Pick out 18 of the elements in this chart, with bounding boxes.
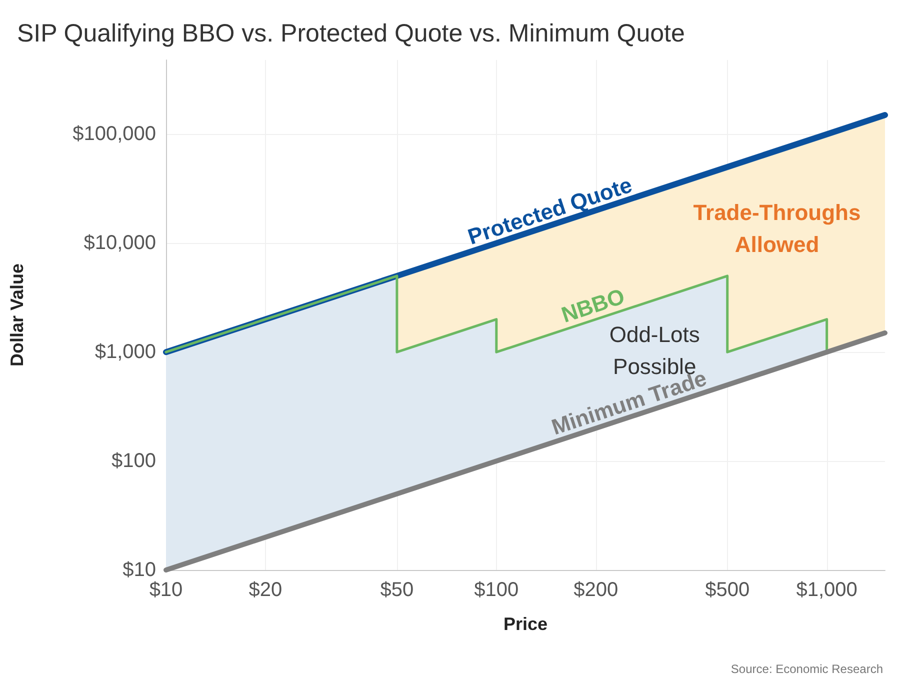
x-axis-title: Price [503, 614, 548, 634]
y-tick-label: $100 [112, 450, 156, 472]
y-tick-label: $10 [122, 559, 156, 581]
y-axis-title: Dollar Value [7, 263, 27, 367]
annotation: Trade-Throughs Allowed [693, 200, 861, 257]
x-tick-label: $20 [248, 579, 282, 601]
chart-title: SIP Qualifying BBO vs. Protected Quote vs. Minimum Quote [17, 20, 685, 48]
y-tick-label: $1,000 [94, 341, 156, 364]
x-tick-label: $1,000 [796, 579, 858, 601]
x-tick-label: $10 [149, 579, 183, 601]
text: NBBO [558, 284, 628, 328]
y-tick-label: $10,000 [84, 232, 156, 254]
x-tick-label: $200 [574, 579, 618, 601]
source-note: Source: Economic Research [730, 662, 884, 676]
y-tick-label: $100,000 [72, 123, 156, 146]
x-tick-label: $50 [380, 579, 414, 601]
x-tick-label: $100 [474, 579, 519, 601]
x-tick-label: $500 [705, 579, 750, 601]
